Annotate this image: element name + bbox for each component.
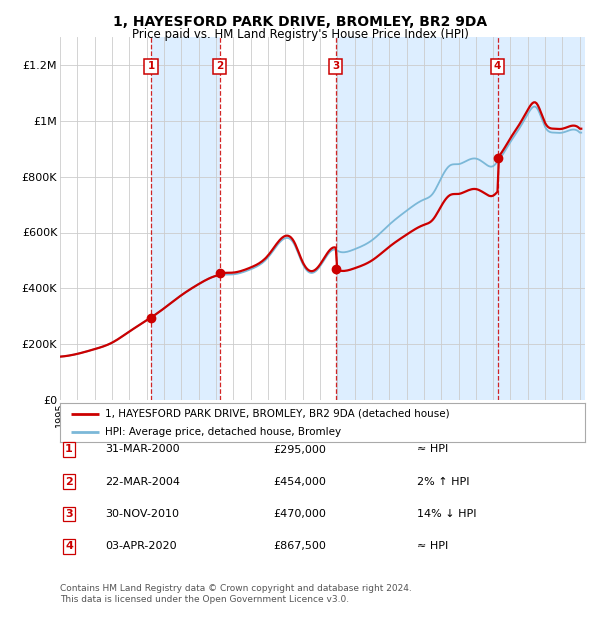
- Text: £470,000: £470,000: [273, 509, 326, 519]
- Text: 03-APR-2020: 03-APR-2020: [105, 541, 176, 551]
- Text: 30-NOV-2010: 30-NOV-2010: [105, 509, 179, 519]
- Text: £454,000: £454,000: [273, 477, 326, 487]
- Text: 3: 3: [332, 61, 340, 71]
- Text: 14% ↓ HPI: 14% ↓ HPI: [417, 509, 476, 519]
- Text: Contains HM Land Registry data © Crown copyright and database right 2024.: Contains HM Land Registry data © Crown c…: [60, 584, 412, 593]
- Text: This data is licensed under the Open Government Licence v3.0.: This data is licensed under the Open Gov…: [60, 595, 349, 604]
- Text: 3: 3: [65, 509, 73, 519]
- Text: 1, HAYESFORD PARK DRIVE, BROMLEY, BR2 9DA (detached house): 1, HAYESFORD PARK DRIVE, BROMLEY, BR2 9D…: [104, 409, 449, 419]
- Text: £867,500: £867,500: [273, 541, 326, 551]
- Text: 2: 2: [216, 61, 223, 71]
- Text: 1, HAYESFORD PARK DRIVE, BROMLEY, BR2 9DA: 1, HAYESFORD PARK DRIVE, BROMLEY, BR2 9D…: [113, 16, 487, 30]
- Text: ≈ HPI: ≈ HPI: [417, 445, 448, 454]
- Bar: [497, 37, 585, 400]
- Text: Price paid vs. HM Land Registry's House Price Index (HPI): Price paid vs. HM Land Registry's House …: [131, 28, 469, 41]
- Text: £295,000: £295,000: [273, 445, 326, 454]
- Bar: [151, 37, 220, 400]
- Text: ≈ HPI: ≈ HPI: [417, 541, 448, 551]
- Text: 31-MAR-2000: 31-MAR-2000: [105, 445, 179, 454]
- Text: 22-MAR-2004: 22-MAR-2004: [105, 477, 180, 487]
- Bar: [336, 37, 497, 400]
- Text: 1: 1: [148, 61, 155, 71]
- Text: HPI: Average price, detached house, Bromley: HPI: Average price, detached house, Brom…: [104, 427, 341, 436]
- Text: 2% ↑ HPI: 2% ↑ HPI: [417, 477, 469, 487]
- Text: 2: 2: [65, 477, 73, 487]
- Text: 1: 1: [65, 445, 73, 454]
- Text: 4: 4: [65, 541, 73, 551]
- Text: 4: 4: [494, 61, 502, 71]
